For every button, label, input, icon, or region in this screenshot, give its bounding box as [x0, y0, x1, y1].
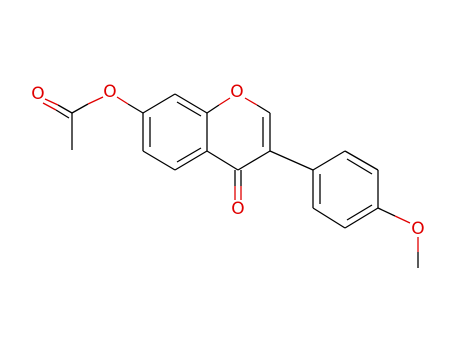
bonds — [42, 93, 419, 268]
atom-label: O — [411, 219, 424, 239]
atom-label: O — [230, 82, 243, 102]
atom-label: O — [231, 199, 244, 219]
atom-label: O — [103, 82, 116, 102]
atom-label: O — [31, 84, 44, 104]
